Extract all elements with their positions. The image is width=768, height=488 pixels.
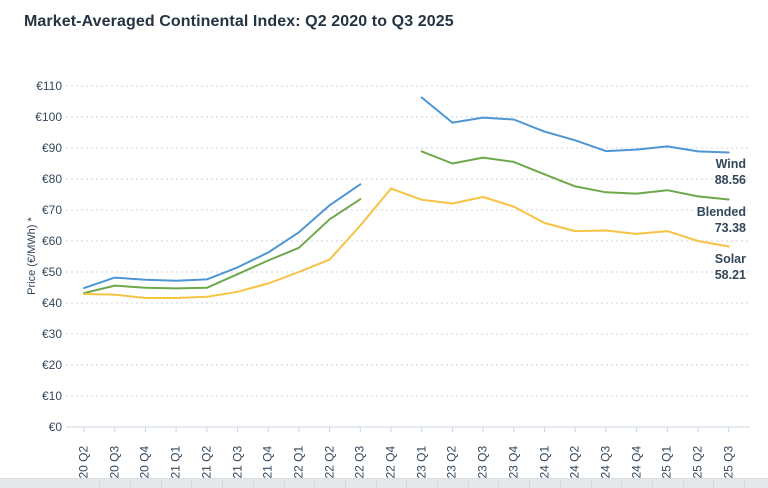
chart-title: Market-Averaged Continental Index: Q2 20…: [24, 13, 454, 30]
x-axis-tick-label: 20 Q3: [107, 445, 122, 479]
x-axis-tick-label: 22 Q3: [352, 445, 367, 479]
x-axis-tick-label: 24 Q3: [598, 445, 613, 479]
x-axis-tick-label: 21 Q3: [230, 445, 244, 479]
bottom-bar-separator: [314, 480, 316, 488]
bottom-bar-separator: [375, 480, 377, 488]
x-axis-tick-label: 22 Q1: [291, 445, 306, 479]
y-axis-tick-label: €50: [41, 265, 62, 279]
bottom-bar-separator: [713, 480, 715, 488]
bottom-bar-separator: [160, 480, 162, 488]
bottom-bar-separator: [559, 480, 561, 488]
bottom-bar: [0, 478, 768, 488]
bottom-bar-separator: [283, 480, 285, 488]
x-axis-tick-label: 20 Q4: [137, 445, 152, 479]
x-axis-tick-label: 22 Q4: [383, 445, 398, 479]
x-axis-tick-label: 25 Q2: [690, 445, 705, 479]
y-axis-tick-label: €60: [41, 234, 62, 248]
series-name: Wind: [715, 157, 746, 172]
series-name: Solar: [714, 251, 746, 266]
bottom-bar-separator: [590, 480, 592, 488]
bottom-bar-separator: [130, 480, 132, 488]
y-axis-tick-label: €40: [41, 296, 62, 310]
y-axis-tick-label: €0: [48, 420, 62, 434]
y-axis-tick-label: €100: [35, 110, 62, 124]
x-axis-tick-label: 23 Q3: [475, 445, 490, 479]
series-end-value: 73.38: [714, 220, 746, 235]
x-axis-tick-label: 21 Q1: [168, 445, 183, 479]
y-axis-tick-label: €80: [41, 172, 62, 186]
y-axis-tick-label: €90: [41, 141, 62, 155]
y-axis-tick-label: €110: [36, 79, 62, 93]
x-axis-tick-label: 24 Q2: [567, 445, 582, 479]
x-axis-tick-label: 21 Q4: [260, 445, 275, 479]
bottom-bar-separator: [191, 480, 193, 488]
bottom-bar-separator: [344, 480, 346, 488]
bottom-bar-separator: [222, 480, 224, 488]
bottom-bar-separator: [498, 480, 500, 488]
series-end-value: 58.21: [714, 267, 746, 282]
x-axis-tick-label: 25 Q3: [721, 445, 736, 479]
bottom-bar-separator: [437, 480, 439, 488]
x-axis-tick-label: 22 Q2: [322, 445, 337, 479]
bottom-bar-separator: [651, 480, 653, 488]
y-axis-tick-label: €30: [41, 327, 62, 341]
series-label-wind: Wind 88.56: [715, 156, 746, 188]
x-axis-tick-label: 24 Q4: [629, 445, 644, 479]
x-axis-tick-label: 23 Q1: [414, 445, 429, 479]
bottom-bar-separator: [682, 480, 684, 488]
x-axis-tick-label: 25 Q1: [659, 445, 674, 479]
x-axis-tick-label: 23 Q2: [444, 445, 459, 479]
series-line-blended[interactable]: [83, 198, 362, 295]
bottom-bar-separator: [252, 480, 254, 488]
bottom-bar-separator: [99, 480, 101, 488]
bottom-bar-separator: [744, 480, 746, 488]
series-line-solar[interactable]: [83, 187, 730, 299]
bottom-bar-separator: [621, 480, 623, 488]
bottom-bar-separator: [467, 480, 469, 488]
series-line-wind[interactable]: [420, 96, 730, 154]
bottom-bar-separator: [529, 480, 531, 488]
y-axis-tick-label: €70: [41, 203, 62, 217]
y-axis-tick-label: €20: [41, 358, 62, 372]
bottom-bar-separator: [406, 480, 408, 488]
series-end-value: 88.56: [714, 173, 746, 188]
x-axis-tick-label: 23 Q4: [506, 445, 521, 479]
y-axis-tick-label: €10: [41, 389, 62, 403]
series-line-blended[interactable]: [420, 150, 730, 201]
series-label-solar: Solar 58.21: [715, 251, 746, 283]
x-axis-tick-label: 20 Q2: [76, 445, 91, 479]
x-axis-tick-label: 21 Q2: [199, 445, 214, 479]
series-label-blended: Blended 73.38: [697, 204, 746, 236]
x-axis-tick-label: 24 Q1: [537, 445, 551, 479]
series-line-wind[interactable]: [83, 183, 362, 290]
series-name: Blended: [696, 204, 746, 219]
